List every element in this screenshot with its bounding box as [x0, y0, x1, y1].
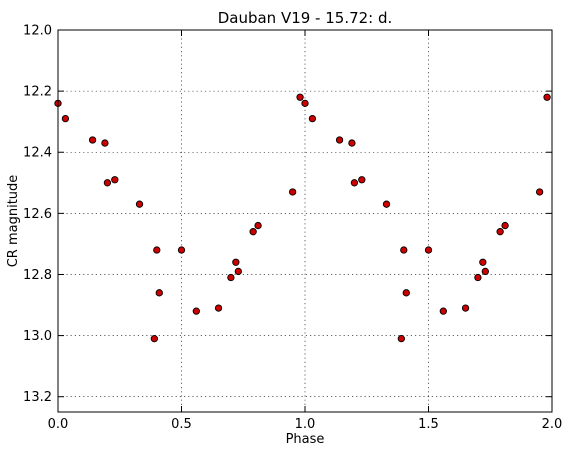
x-tick-label: 1.0: [295, 417, 316, 432]
chart-title: Dauban V19 - 15.72: d.: [218, 9, 393, 27]
data-point: [234, 267, 242, 276]
data-point: [439, 307, 447, 315]
x-tick-labels: 0.0 0.5 1.0 1.5 2.0: [48, 417, 563, 432]
data-point: [501, 221, 509, 230]
y-tick-label: 12.2: [23, 85, 52, 100]
data-point: [402, 289, 410, 297]
data-point: [358, 176, 366, 184]
data-point: [214, 304, 223, 312]
data-point: [288, 188, 297, 196]
data-point: [88, 136, 97, 144]
data-point: [232, 258, 240, 266]
x-tick-label: 0.0: [48, 417, 69, 432]
y-tick-label: 12.8: [23, 268, 52, 283]
x-axis-label: Phase: [286, 432, 325, 447]
data-point: [479, 258, 487, 266]
data-point: [227, 273, 235, 282]
data-points: [54, 93, 551, 343]
data-point: [400, 246, 408, 254]
x-tick-label: 1.5: [418, 417, 439, 432]
data-point: [177, 246, 186, 254]
data-point: [301, 99, 309, 107]
plot-frame: [57, 29, 553, 413]
data-point: [101, 139, 109, 147]
data-point: [192, 307, 200, 315]
data-point: [111, 176, 119, 184]
data-point: [296, 93, 304, 101]
data-point: [308, 114, 317, 123]
y-tick-label: 12.0: [23, 24, 52, 39]
data-point: [61, 114, 70, 123]
y-tick-label: 13.2: [23, 390, 52, 405]
data-point: [155, 289, 163, 297]
x-tick-label: 2.0: [542, 417, 563, 432]
data-point: [348, 139, 356, 147]
data-point: [350, 179, 359, 187]
data-point: [335, 136, 344, 144]
data-point: [397, 335, 405, 343]
data-point: [103, 179, 112, 187]
data-point: [254, 221, 262, 230]
data-point: [481, 267, 489, 276]
data-point: [150, 335, 158, 343]
y-tick-label: 13.0: [23, 329, 52, 344]
data-point: [461, 304, 470, 312]
data-point: [249, 228, 257, 236]
data-point: [135, 200, 144, 208]
data-point: [496, 228, 504, 236]
data-point: [474, 273, 482, 282]
data-point: [543, 93, 551, 101]
data-point: [424, 246, 433, 254]
y-tick-label: 12.4: [23, 146, 52, 161]
y-axis-label: CR magnitude: [6, 175, 21, 268]
data-point: [153, 246, 161, 254]
y-tick-labels: 12.0 12.2 12.4 12.6 12.8 13.0 13.2: [23, 24, 52, 406]
data-point: [382, 200, 391, 208]
plot-area: [58, 30, 552, 412]
data-point: [536, 188, 544, 196]
y-tick-label: 12.6: [23, 207, 52, 222]
x-tick-label: 0.5: [171, 417, 192, 432]
